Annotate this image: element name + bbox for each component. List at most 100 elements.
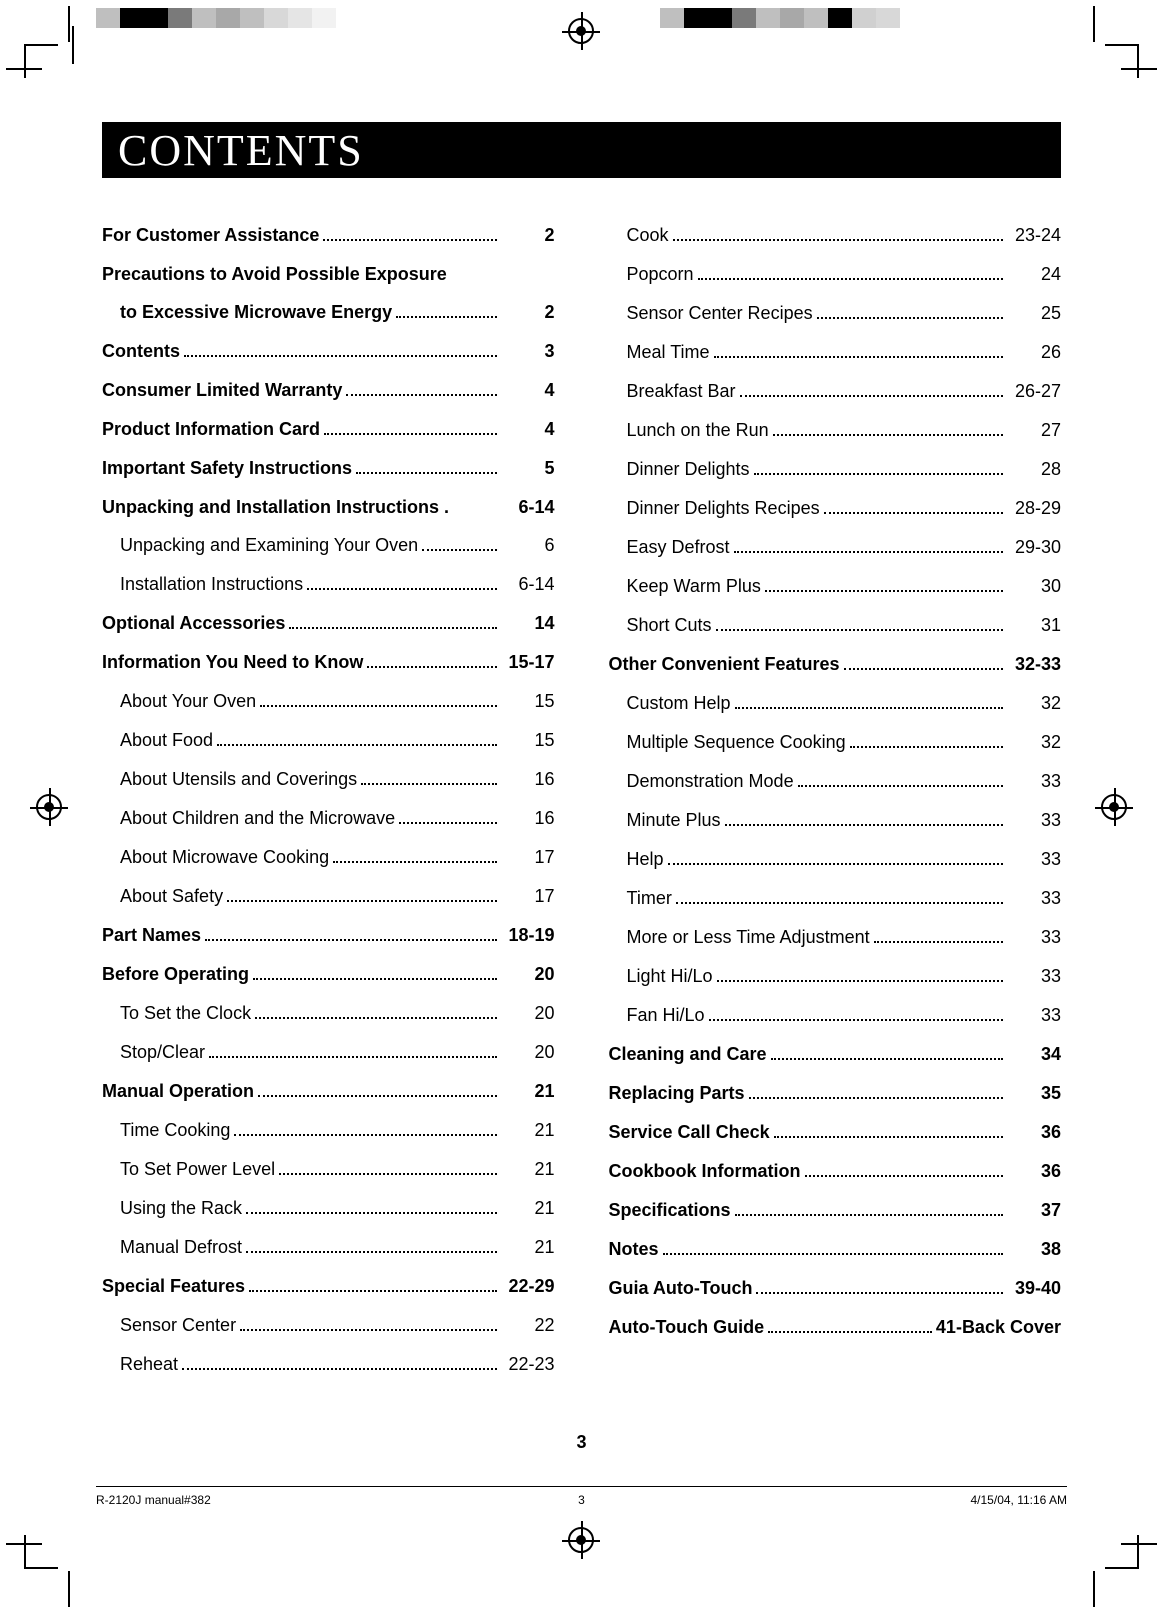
- toc-label: Auto-Touch Guide: [609, 1318, 765, 1336]
- toc-leader-dots: [844, 657, 1003, 670]
- toc-leader-dots: [356, 461, 496, 474]
- toc-leader-dots: [422, 538, 496, 551]
- colorbar-left: [96, 8, 336, 28]
- toc-label: Part Names: [102, 926, 201, 944]
- toc-row: To Set the Clock 20: [120, 1004, 555, 1023]
- toc-leader-dots: [184, 344, 497, 357]
- toc-page: 38: [1007, 1240, 1061, 1258]
- toc-row: Service Call Check36: [609, 1123, 1062, 1142]
- toc-page: 39-40: [1007, 1279, 1061, 1297]
- footer-center: 3: [420, 1493, 744, 1507]
- toc-leader-dots: [756, 1281, 1003, 1294]
- toc-page: 23-24: [1007, 226, 1061, 244]
- toc-label: Breakfast Bar: [627, 382, 736, 400]
- toc-row: Contents3: [102, 342, 555, 361]
- toc-label: Precautions to Avoid Possible Exposure: [102, 265, 447, 283]
- toc-label: About Safety: [120, 887, 223, 905]
- toc-leader-dots: [663, 1242, 1003, 1255]
- toc-leader-dots: [324, 422, 496, 435]
- toc-row: Installation Instructions6-14: [120, 575, 555, 594]
- toc-leader-dots: [668, 852, 1003, 865]
- toc-row: Replacing Parts35: [609, 1084, 1062, 1103]
- toc-page: 25: [1007, 304, 1061, 322]
- toc-page: 21: [501, 1160, 555, 1178]
- print-footer: R-2120J manual#382 3 4/15/04, 11:16 AM: [96, 1486, 1067, 1507]
- toc-page: 33: [1007, 1006, 1061, 1024]
- toc-leader-dots: [749, 1086, 1003, 1099]
- toc-label: Replacing Parts: [609, 1084, 745, 1102]
- toc-row: Popcorn24: [627, 265, 1062, 284]
- toc-row: Information You Need to Know15-17: [102, 653, 555, 672]
- toc-label: Short Cuts: [627, 616, 712, 634]
- toc-leader-dots: [279, 1162, 496, 1175]
- toc-leader-dots: [307, 577, 496, 590]
- toc-page: 41-Back Cover: [936, 1318, 1061, 1336]
- colorbar-swatch: [240, 8, 264, 28]
- toc-label: About Children and the Microwave: [120, 809, 395, 827]
- toc-leader-dots: [323, 228, 496, 241]
- manual-page: CONTENTS For Customer Assistance2Precaut…: [0, 0, 1163, 1613]
- toc-row: Sensor Center22: [120, 1316, 555, 1335]
- toc-leader-dots: [725, 813, 1003, 826]
- toc-row: Breakfast Bar26-27: [627, 382, 1062, 401]
- toc-leader-dots: [182, 1357, 496, 1370]
- toc-row: About Microwave Cooking17: [120, 848, 555, 867]
- toc-page: 33: [1007, 889, 1061, 907]
- toc-row: Precautions to Avoid Possible Exposure: [102, 265, 555, 283]
- toc-label: Light Hi/Lo: [627, 967, 713, 985]
- colorbar-swatch: [120, 8, 144, 28]
- toc-label: Demonstration Mode: [627, 772, 794, 790]
- toc-page: 22-23: [501, 1355, 555, 1373]
- toc-leader-dots: [396, 305, 496, 318]
- toc-row: About Children and the Microwave16: [120, 809, 555, 828]
- toc-page: 6-14: [501, 498, 555, 516]
- toc-row: Unpacking and Examining Your Oven6: [120, 536, 555, 555]
- toc-page: 33: [1007, 967, 1061, 985]
- toc-page: 29-30: [1007, 538, 1061, 556]
- footer-left: R-2120J manual#382: [96, 1493, 420, 1507]
- colorbar-swatch: [732, 8, 756, 28]
- toc-page: 37: [1007, 1201, 1061, 1219]
- toc-leader-dots: [209, 1045, 496, 1058]
- toc-row: Help33: [627, 850, 1062, 869]
- toc-label: Guia Auto-Touch: [609, 1279, 753, 1297]
- toc-label: Dinner Delights: [627, 460, 750, 478]
- colorbar-swatch: [216, 8, 240, 28]
- toc-leader-dots: [246, 1201, 496, 1214]
- toc-page: 20: [501, 1004, 555, 1022]
- footer-right: 4/15/04, 11:16 AM: [743, 1493, 1067, 1507]
- colorbar-swatch: [684, 8, 708, 28]
- crop-tick: [6, 68, 42, 70]
- page-content: CONTENTS For Customer Assistance2Precaut…: [102, 122, 1061, 1394]
- toc-label: Minute Plus: [627, 811, 721, 829]
- toc-column-left: For Customer Assistance2Precautions to A…: [102, 206, 555, 1394]
- toc-row: to Excessive Microwave Energy2: [120, 303, 555, 322]
- toc-leader-dots: [240, 1318, 496, 1331]
- toc-label: Manual Operation: [102, 1082, 254, 1100]
- crop-tick: [6, 1543, 42, 1545]
- toc-row: Guia Auto-Touch 39-40: [609, 1279, 1062, 1298]
- toc-label: To Set the Clock: [120, 1004, 251, 1022]
- toc-leader-dots: [735, 1203, 1003, 1216]
- colorbar-swatch: [828, 8, 852, 28]
- toc-leader-dots: [258, 1084, 496, 1097]
- colorbar-right: [660, 8, 900, 28]
- toc-page: 5: [501, 459, 555, 477]
- toc-row: Dinner Delights Recipes28-29: [627, 499, 1062, 518]
- toc-page: 33: [1007, 772, 1061, 790]
- toc-row: Demonstration Mode 33: [627, 772, 1062, 791]
- toc-label: Contents: [102, 342, 180, 360]
- toc-row: Short Cuts31: [627, 616, 1062, 635]
- toc-row: Light Hi/Lo 33: [627, 967, 1062, 986]
- toc-page: 17: [501, 887, 555, 905]
- toc-page: 6-14: [501, 575, 555, 593]
- toc-leader-dots: [850, 735, 1003, 748]
- toc-label: Custom Help: [627, 694, 731, 712]
- toc-label: About Utensils and Coverings: [120, 770, 357, 788]
- toc-row: Important Safety Instructions5: [102, 459, 555, 478]
- crop-tick: [1093, 6, 1095, 42]
- toc-label: Information You Need to Know: [102, 653, 363, 671]
- toc-label: Multiple Sequence Cooking: [627, 733, 846, 751]
- toc-page: 24: [1007, 265, 1061, 283]
- toc-page: 4: [501, 420, 555, 438]
